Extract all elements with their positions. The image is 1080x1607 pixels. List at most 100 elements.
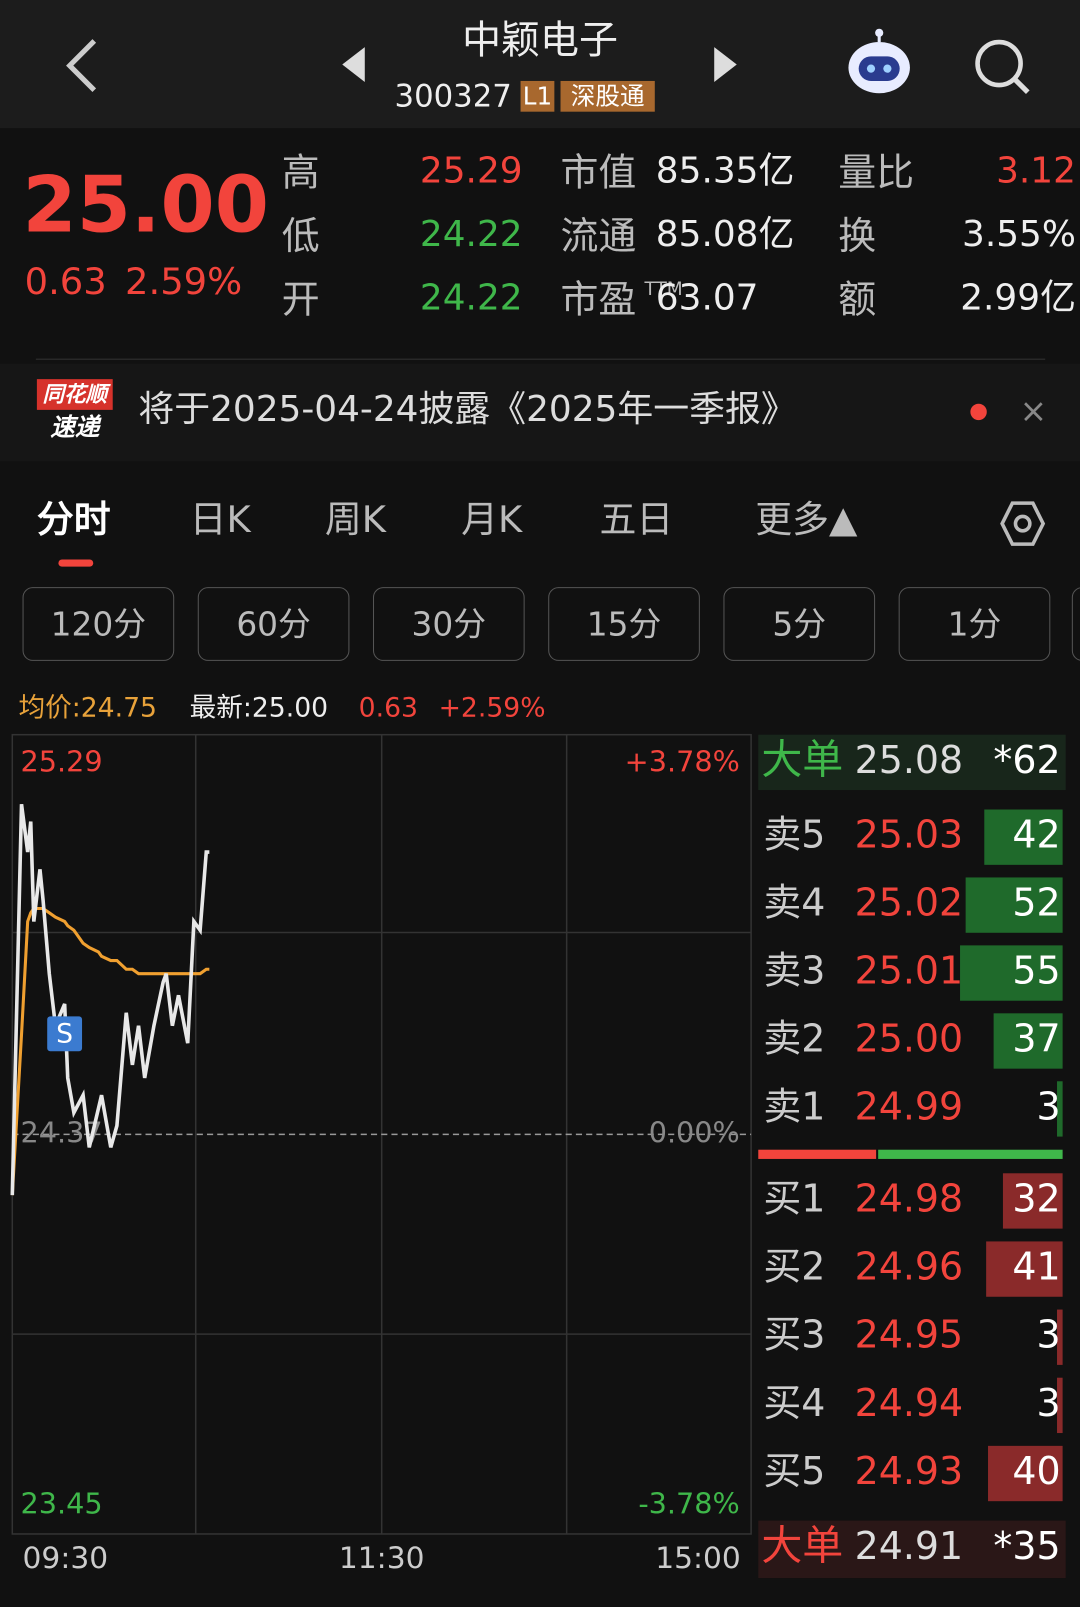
y-tick-label: 23.45 xyxy=(20,1486,102,1520)
big-order-volume: *35 xyxy=(993,1524,1060,1568)
level-label: 买4 xyxy=(763,1381,825,1425)
volume-bar xyxy=(1057,1309,1063,1365)
x-tick-label: 09:30 xyxy=(23,1541,109,1576)
volume-bar xyxy=(986,1241,1063,1297)
signal-label: S xyxy=(56,1018,73,1049)
settings[interactable] xyxy=(999,500,1046,547)
news-logo: 速递 xyxy=(50,412,100,442)
stock-code: 300327 xyxy=(394,78,512,115)
level-volume: 32 xyxy=(1012,1176,1060,1220)
volume-bar xyxy=(1002,1173,1063,1229)
level-label: 卖1 xyxy=(763,1084,825,1128)
interval-button[interactable]: 30分 xyxy=(372,587,525,661)
level-label: 买5 xyxy=(763,1449,825,1493)
level-label: 卖4 xyxy=(763,881,825,925)
level-volume: 52 xyxy=(1012,881,1060,925)
stat-value: 63.07 xyxy=(655,277,759,319)
change: 0.63 xyxy=(24,261,107,304)
volume-bar xyxy=(965,877,1063,933)
level-label: 买3 xyxy=(763,1313,825,1357)
tab[interactable]: 五日 xyxy=(599,499,674,542)
tab-indicator xyxy=(58,559,94,567)
tab[interactable]: 更多▲ xyxy=(755,499,858,542)
level-label: 卖2 xyxy=(763,1016,825,1060)
big-order-bg xyxy=(758,734,1066,791)
level-volume: 3 xyxy=(1036,1084,1060,1128)
stat-label: 量比 xyxy=(838,150,915,195)
stat-value: 2.99亿 xyxy=(960,277,1076,319)
info-change: 0.63 xyxy=(358,692,418,724)
y-tick-label: 25.29 xyxy=(20,744,102,778)
level-label: 买2 xyxy=(763,1245,825,1289)
change-pct: 2.59% xyxy=(125,261,243,304)
level-price: 24.96 xyxy=(855,1245,964,1289)
y2-tick-label: +3.78% xyxy=(625,744,740,778)
big-order-label: 大单 xyxy=(761,735,843,783)
stat-label: 高 xyxy=(281,150,320,195)
tab[interactable]: 分时 xyxy=(36,499,111,542)
volume-bar xyxy=(960,945,1063,1001)
back[interactable] xyxy=(66,39,97,92)
tab[interactable]: 日K xyxy=(189,499,251,542)
stat-value: 3.55% xyxy=(962,214,1076,256)
volume-bar xyxy=(988,1445,1063,1502)
level-volume: 55 xyxy=(1012,949,1060,993)
ratio-bar xyxy=(758,1149,877,1159)
news-logo: 同花顺 xyxy=(36,379,113,410)
volume-bar xyxy=(1057,1081,1063,1137)
big-order-bg xyxy=(758,1520,1066,1579)
y2-tick-label: -3.78% xyxy=(638,1486,739,1520)
level-label: 买1 xyxy=(763,1176,825,1220)
interval-button[interactable]: 15分 xyxy=(548,587,700,661)
big-order-label: 大单 xyxy=(761,1521,843,1569)
volume-bar xyxy=(1057,1377,1063,1434)
prev-stock[interactable] xyxy=(342,47,365,82)
stat-label: 额 xyxy=(838,277,877,322)
level-price: 24.93 xyxy=(855,1449,964,1493)
interval-button[interactable]: 1分 xyxy=(898,587,1051,661)
tab[interactable]: 月K xyxy=(461,499,523,542)
tab[interactable]: 周K xyxy=(324,499,386,542)
stat-value: 85.35亿 xyxy=(655,150,795,192)
interval-button[interactable]: 60分 xyxy=(197,587,350,661)
interval-button[interactable]: 120分 xyxy=(22,587,175,661)
avg: 均价:24.75 xyxy=(18,692,157,724)
info-change-pct: +2.59% xyxy=(438,692,546,724)
stat-label: 低 xyxy=(281,214,320,259)
unread-dot xyxy=(970,403,987,421)
stat-value: 3.12 xyxy=(996,150,1076,192)
level-volume: 41 xyxy=(1012,1245,1060,1289)
badge: 深股通 xyxy=(560,80,655,112)
level-price: 24.98 xyxy=(855,1176,964,1220)
divider xyxy=(35,358,1046,360)
stat-value: 85.08亿 xyxy=(655,214,795,256)
price-line xyxy=(10,803,210,1196)
level-price: 25.03 xyxy=(855,813,964,857)
assistant[interactable] xyxy=(848,28,910,94)
big-order-price: 24.91 xyxy=(855,1524,964,1568)
interval-button[interactable]: 5分 xyxy=(723,587,876,661)
level-price: 25.02 xyxy=(855,881,964,925)
stat-label: 市值 xyxy=(560,150,637,195)
search[interactable] xyxy=(975,39,1030,95)
volume-bar xyxy=(993,1013,1063,1069)
ratio-bar xyxy=(878,1149,1063,1159)
next-stock[interactable] xyxy=(714,47,737,82)
level-volume: 42 xyxy=(1012,813,1060,857)
volume-bar xyxy=(984,809,1063,865)
level-price: 25.01 xyxy=(855,949,964,993)
level-price: 24.94 xyxy=(855,1381,964,1425)
level-price: 24.99 xyxy=(855,1084,964,1128)
close[interactable]: × xyxy=(1019,391,1048,431)
stat-label: 市盈 xyxy=(560,277,637,322)
stat-label: 开 xyxy=(281,277,320,322)
stat-sup: TTM xyxy=(644,278,683,301)
stat-label: 换 xyxy=(838,214,877,259)
news-bar[interactable] xyxy=(0,363,1080,462)
level-volume: 40 xyxy=(1012,1449,1060,1493)
badge: L1 xyxy=(520,80,555,112)
header-icons xyxy=(66,28,1030,95)
